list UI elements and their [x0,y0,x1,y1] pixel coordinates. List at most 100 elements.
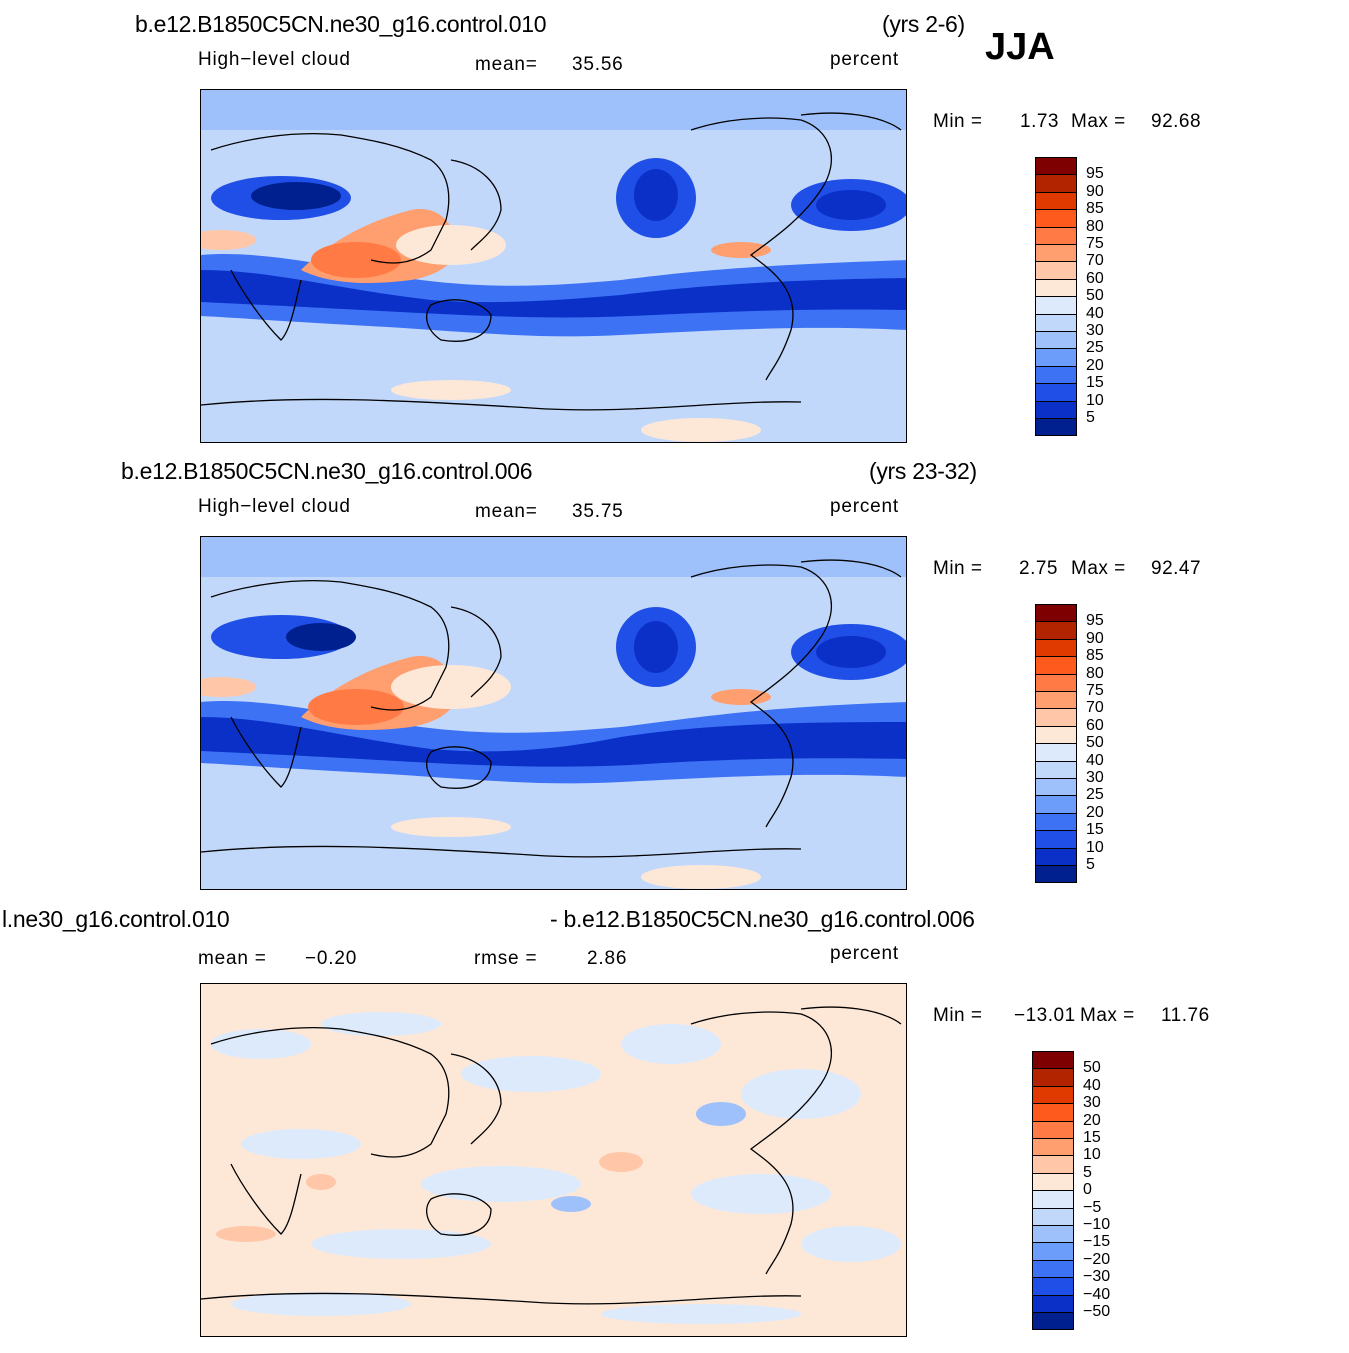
colorbar-label: 80 [1086,217,1104,235]
colorbar-box [1035,812,1077,832]
colorbar-label: 80 [1086,664,1104,682]
colorbar-label: 15 [1086,374,1104,392]
colorbar-box [1035,278,1077,298]
colorbar-box [1035,383,1077,402]
colorbar-box [1035,157,1077,176]
colorbar-box [1035,348,1077,367]
colorbar-label: −5 [1083,1198,1102,1216]
colorbar-box [1035,656,1077,675]
colorbar-box [1032,1312,1074,1331]
colorbar-box [1035,830,1077,849]
colorbar-box [1035,691,1077,710]
colorbar-label: 70 [1086,699,1104,717]
panel-2-min-value: 2.75 [1019,558,1058,579]
panel-1-mean-value: 35.56 [572,54,624,75]
colorbar-label: 40 [1086,751,1104,769]
colorbar-label: 40 [1083,1076,1101,1094]
season-label: JJA [985,26,1055,68]
colorbar-label: 75 [1086,682,1104,699]
panel-2-case-title: b.e12.B1850C5CN.ne30_g16.control.006 [121,458,533,484]
panel-2-variable: High−level cloud [198,496,351,517]
panel-2-years: (yrs 23-32) [869,458,977,484]
panel-1-years: (yrs 2-6) [882,11,965,37]
colorbar-label: 95 [1086,165,1104,183]
colorbar-box [1035,621,1077,640]
colorbar-label: 40 [1086,304,1104,322]
colorbar-box [1035,743,1077,762]
colorbar-label: 30 [1086,322,1104,339]
colorbar-label: 10 [1086,391,1104,409]
colorbar-label: 5 [1086,856,1095,873]
colorbar-box [1032,1259,1074,1279]
colorbar-box [1035,174,1077,193]
colorbar-box [1032,1277,1074,1296]
panel-2-units: percent [830,496,899,517]
colorbar-label: 85 [1086,647,1104,665]
panel-3-mean-value: −0.20 [305,948,358,969]
colorbar-box [1035,261,1077,280]
colorbar-label: 15 [1086,821,1104,839]
panel-3-map [200,983,907,1337]
panel-1-max-value: 92.68 [1151,111,1202,132]
colorbar-box [1032,1138,1074,1157]
colorbar-box [1032,1085,1074,1105]
colorbar-label: −20 [1083,1250,1111,1268]
colorbar-label: 30 [1086,769,1104,786]
colorbar-box [1035,760,1077,779]
panel-3-min-value: −13.01 [1014,1005,1076,1026]
panel-1-min-label: Min = [933,111,983,132]
colorbar-label: 50 [1083,1059,1101,1077]
colorbar-label: 20 [1083,1111,1101,1129]
colorbar-box [1032,1225,1074,1244]
panel-2-max-value: 92.47 [1151,558,1202,579]
panel-3-max-label: Max = [1080,1005,1135,1026]
panel-3-mean-label: mean = [198,948,267,969]
panel-2-mean-value: 35.75 [572,501,624,522]
panel-2-mean-label: mean= [475,501,538,522]
colorbar-box [1035,708,1077,727]
colorbar-label: 95 [1086,612,1104,630]
panel-3-case-right: - b.e12.B1850C5CN.ne30_g16.control.006 [550,906,975,932]
panel-3-rmse-label: rmse = [474,948,538,969]
panel-3-rmse-value: 2.86 [587,948,628,969]
panel-3-min-label: Min = [933,1005,983,1026]
colorbar-label: 85 [1086,200,1104,218]
colorbar-label: 75 [1086,235,1104,252]
colorbar-box [1032,1068,1074,1087]
colorbar-label: −10 [1083,1216,1111,1233]
colorbar-box [1032,1207,1074,1226]
colorbar-label: 60 [1086,269,1104,287]
panel-2-min-label: Min = [933,558,983,579]
colorbar-label: −50 [1083,1303,1111,1320]
colorbar-box [1035,226,1077,245]
colorbar-box [1032,1242,1074,1261]
colorbar-label: 20 [1086,356,1104,374]
colorbar-label: 70 [1086,252,1104,270]
colorbar-label: 30 [1083,1094,1101,1112]
colorbar-box [1032,1294,1074,1313]
colorbar-box [1035,313,1077,332]
panel-2-map [200,536,907,890]
colorbar-box [1032,1051,1074,1070]
colorbar-label: 15 [1083,1129,1101,1146]
colorbar-box [1035,191,1077,211]
colorbar-label: −40 [1083,1285,1111,1303]
colorbar-label: 5 [1086,409,1095,426]
colorbar-label: 60 [1086,716,1104,734]
colorbar-label: 5 [1083,1163,1092,1181]
colorbar-box [1035,331,1077,350]
colorbar-label: 90 [1086,629,1104,647]
colorbar-label: 50 [1086,287,1104,305]
colorbar-label: 50 [1086,734,1104,752]
colorbar-box [1035,725,1077,745]
colorbar-box [1035,865,1077,884]
colorbar-box [1035,638,1077,658]
colorbar-box [1035,400,1077,419]
colorbar-label: −15 [1083,1233,1111,1251]
colorbar-label: 20 [1086,803,1104,821]
panel-2-max-label: Max = [1071,558,1126,579]
colorbar-box [1035,418,1077,437]
colorbar-box [1032,1155,1074,1174]
panel-1-map [200,89,907,443]
colorbar-label: 90 [1086,182,1104,200]
